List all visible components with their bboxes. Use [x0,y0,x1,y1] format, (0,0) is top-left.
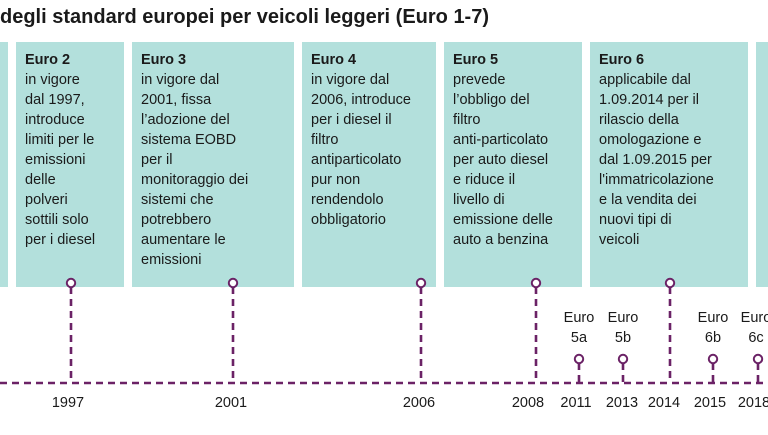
card-title: Euro 3 [141,52,187,68]
year-2011: 2011 [560,395,592,411]
card-description: applicabile dal 1.09.2014 per il rilasci… [599,72,714,248]
year-2013: 2013 [605,395,639,411]
card-description: in vigore dal 1997, introduce limiti per… [25,72,96,248]
card-title: Euro 5 [453,52,499,68]
card-euro-5: Euro 5 prevede l’obbligo del filtro anti… [444,42,582,287]
year-2018-partial: 2018 [737,395,768,411]
card-euro-1-partial [0,42,8,287]
card-euro-2: Euro 2 in vigore dal 1997, introduce lim… [16,42,124,287]
year-2001: 2001 [214,395,248,411]
year-2014: 2014 [647,395,681,411]
card-euro-7-partial [756,42,768,287]
marker-2011 [573,353,585,365]
card-description: in vigore dal 2001, fissa l’adozione del… [141,72,249,268]
label-euro-6c: Euro 6c [740,310,768,346]
label-euro-5a: Euro 5a [563,310,595,346]
card-title: Euro 4 [311,52,357,68]
marker-2013 [617,353,629,365]
year-2006: 2006 [402,395,436,411]
card-euro-4: Euro 4 in vigore dal 2006, introduce per… [302,42,436,287]
card-description: prevede l’obbligo del filtro anti-partic… [453,72,553,248]
label-euro-5b: Euro 5b [607,310,639,346]
card-euro-3: Euro 3 in vigore dal 2001, fissa l’adozi… [132,42,294,287]
year-1997: 1997 [51,395,85,411]
card-description: in vigore dal 2006, introduce per i dies… [311,72,411,228]
marker-2015 [707,353,719,365]
card-euro-6: Euro 6 applicabile dal 1.09.2014 per il … [590,42,748,287]
diagram-title: degli standard europei per veicoli legge… [0,6,490,28]
card-title: Euro 6 [599,52,645,68]
card-title: Euro 2 [25,52,71,68]
marker-2018 [752,353,764,365]
year-2015: 2015 [693,395,727,411]
year-2008: 2008 [511,395,545,411]
label-euro-6b: Euro 6b [697,310,729,346]
